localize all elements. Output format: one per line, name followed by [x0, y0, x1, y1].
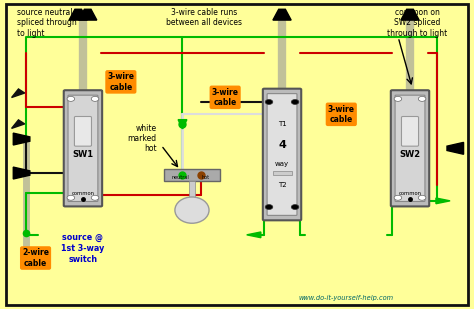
Polygon shape: [401, 9, 419, 20]
Text: neutral: neutral: [171, 175, 189, 180]
FancyBboxPatch shape: [395, 95, 425, 201]
Circle shape: [67, 195, 75, 200]
Text: T2: T2: [278, 182, 286, 188]
Text: white
marked
hot: white marked hot: [128, 124, 156, 153]
Text: 3-wire cable runs
between all devices: 3-wire cable runs between all devices: [166, 8, 242, 27]
Text: 3-wire
cable: 3-wire cable: [328, 105, 355, 124]
Text: T1: T1: [278, 121, 286, 127]
Polygon shape: [11, 89, 25, 98]
FancyBboxPatch shape: [391, 90, 429, 206]
FancyBboxPatch shape: [401, 116, 419, 146]
Polygon shape: [246, 232, 261, 238]
Circle shape: [67, 96, 75, 101]
Circle shape: [91, 96, 99, 101]
Circle shape: [265, 205, 273, 210]
Polygon shape: [447, 142, 464, 154]
Polygon shape: [27, 252, 45, 263]
Text: common: common: [399, 191, 421, 196]
Text: 4: 4: [278, 140, 286, 150]
FancyBboxPatch shape: [68, 95, 98, 201]
Polygon shape: [13, 167, 30, 179]
Text: 3-wire
cable: 3-wire cable: [108, 72, 134, 91]
Polygon shape: [79, 9, 97, 20]
Polygon shape: [178, 120, 187, 129]
Text: source @
1st 3-way
switch: source @ 1st 3-way switch: [61, 234, 105, 264]
FancyBboxPatch shape: [263, 89, 301, 220]
Text: source neutral
spliced through
to light: source neutral spliced through to light: [17, 8, 76, 37]
Text: common: common: [72, 191, 94, 196]
Circle shape: [291, 99, 299, 104]
Ellipse shape: [175, 197, 209, 223]
Circle shape: [394, 96, 401, 101]
Circle shape: [91, 195, 99, 200]
Circle shape: [265, 99, 273, 104]
FancyBboxPatch shape: [74, 116, 91, 146]
Polygon shape: [11, 120, 25, 129]
Text: hot: hot: [201, 175, 210, 180]
FancyBboxPatch shape: [267, 94, 297, 215]
FancyBboxPatch shape: [64, 90, 102, 206]
Text: way: way: [275, 161, 289, 167]
Circle shape: [418, 195, 426, 200]
Text: 3-wire
cable: 3-wire cable: [212, 88, 238, 107]
Polygon shape: [13, 133, 30, 145]
Text: SW1: SW1: [73, 150, 93, 159]
Polygon shape: [273, 9, 291, 20]
Text: www.do-it-yourself-help.com: www.do-it-yourself-help.com: [299, 295, 393, 301]
Circle shape: [418, 96, 426, 101]
Text: common on
SW2 spliced
through to light: common on SW2 spliced through to light: [387, 8, 447, 37]
Circle shape: [394, 195, 401, 200]
Circle shape: [291, 205, 299, 210]
Bar: [273, 171, 292, 175]
Text: SW2: SW2: [400, 150, 420, 159]
Bar: [164, 169, 220, 181]
Bar: [189, 181, 195, 207]
Polygon shape: [69, 9, 87, 20]
Polygon shape: [436, 198, 450, 204]
Text: 2-wire
cable: 2-wire cable: [22, 248, 49, 268]
